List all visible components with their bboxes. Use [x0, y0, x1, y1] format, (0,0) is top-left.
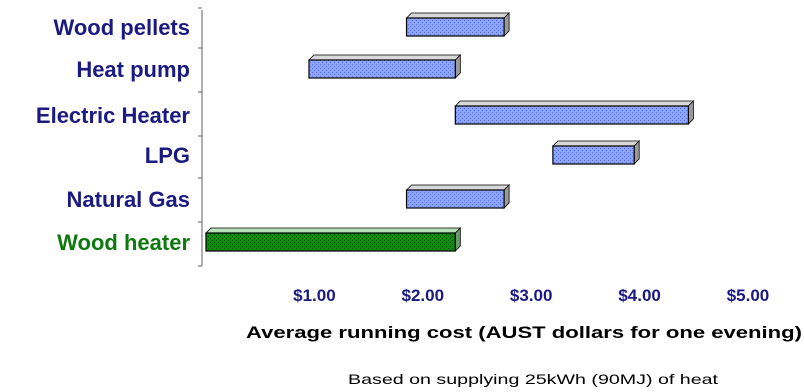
x-tick-label: $5.00 [727, 286, 770, 305]
x-axis-title: Average running cost (AUST dollars for o… [246, 323, 802, 342]
category-label: Heat pump [76, 57, 190, 82]
bar-front-face [405, 189, 505, 209]
chart-footnote: Based on supplying 25kWh (90MJ) of heat [348, 371, 718, 387]
bar-lpg [551, 140, 641, 165]
bar-top-face [405, 184, 511, 191]
bar-top-face [551, 140, 641, 147]
bars-layer [205, 12, 695, 252]
x-tick-labels: $1.00 $2.00 $3.00 $4.00 $5.00 [293, 286, 769, 305]
bar-wood-heater [205, 227, 462, 252]
category-label: Natural Gas [67, 187, 191, 212]
bar-top-face [405, 12, 511, 19]
x-tick-label: $1.00 [293, 286, 336, 305]
bar-electric-heater [454, 100, 695, 125]
bar-front-face [405, 17, 505, 37]
bar-front-face [454, 105, 689, 125]
bar-front-face [205, 232, 456, 252]
category-label: Wood pellets [54, 15, 191, 40]
bar-wood-pellets [405, 12, 511, 37]
bar-natural-gas [405, 184, 511, 209]
category-label: Wood heater [57, 230, 190, 255]
category-label: Electric Heater [36, 103, 191, 128]
bar-top-face [454, 100, 695, 107]
bar-front-face [552, 145, 635, 165]
bar-heat-pump [308, 54, 462, 79]
x-tick-label: $3.00 [510, 286, 553, 305]
bar-top-face [205, 227, 462, 234]
category-label: LPG [145, 143, 190, 168]
bar-front-face [308, 59, 456, 79]
category-labels: Wood pellets Heat pump Electric Heater LPG N… [36, 15, 191, 255]
x-tick-label: $2.00 [402, 286, 445, 305]
bar-top-face [308, 54, 462, 61]
axis-layer [198, 7, 203, 267]
x-tick-label: $4.00 [618, 286, 661, 305]
